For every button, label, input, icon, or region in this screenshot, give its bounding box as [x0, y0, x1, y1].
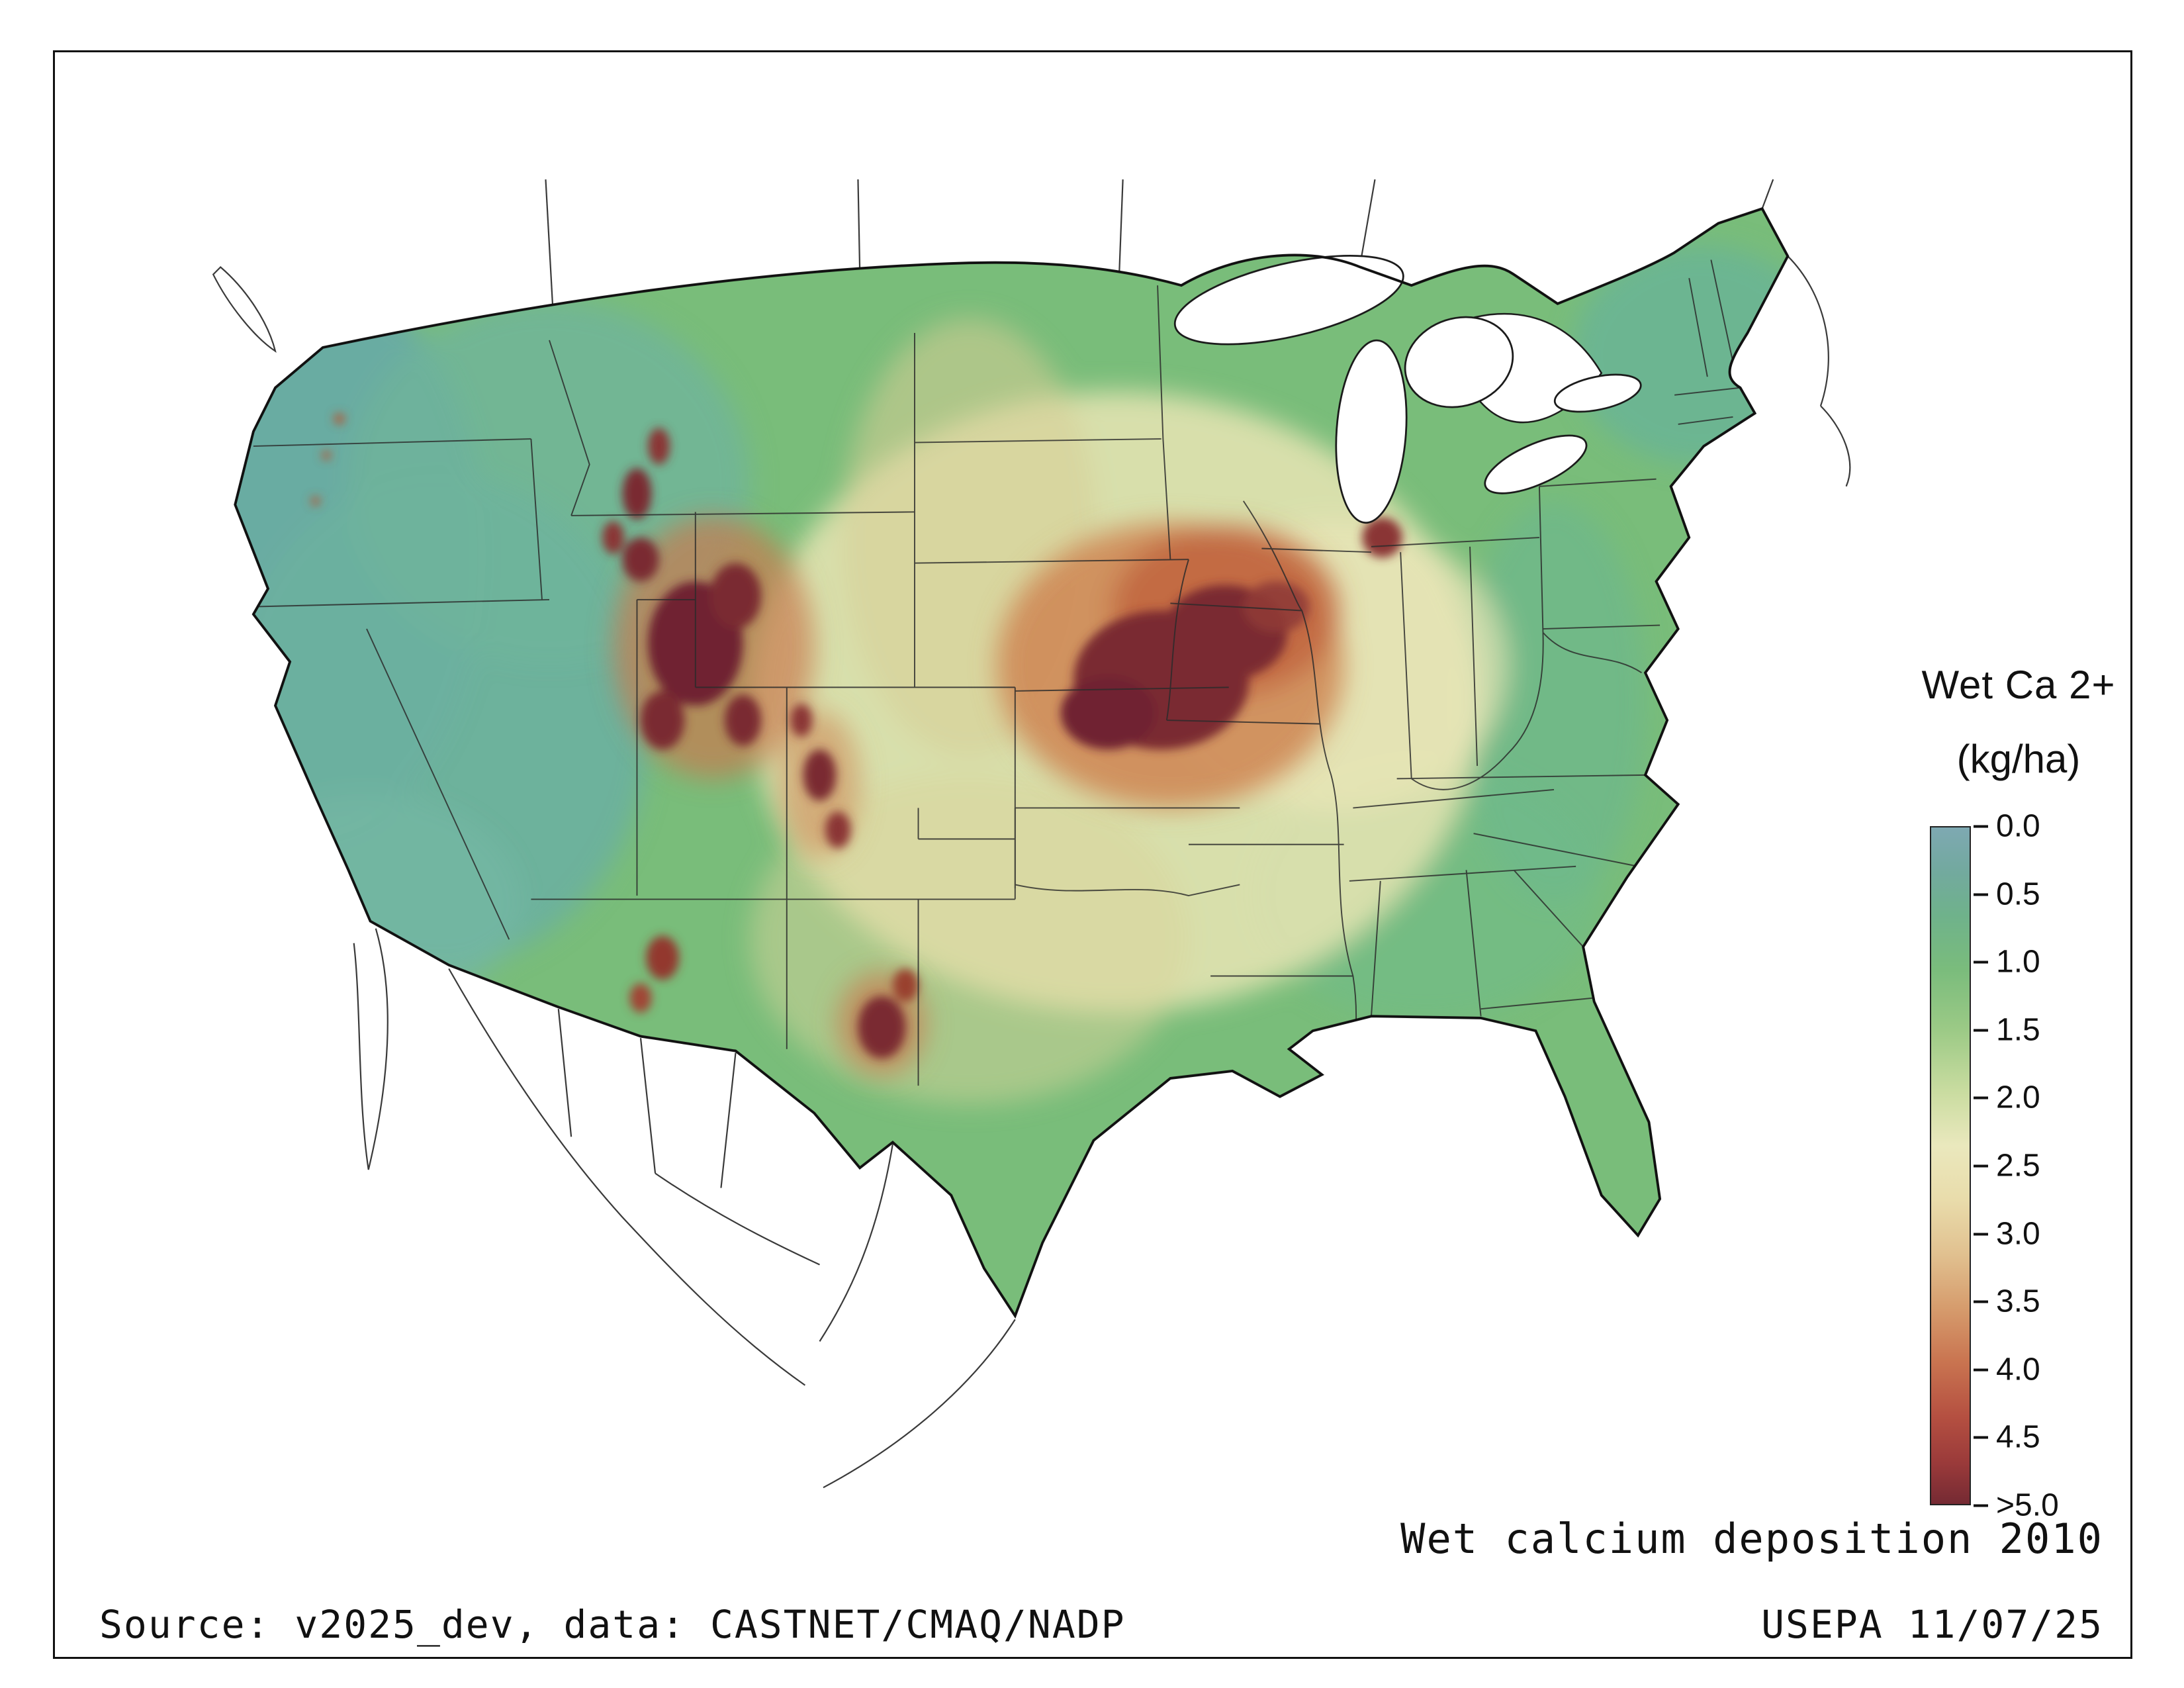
colorbar-tick: 4.0: [1974, 1352, 2040, 1388]
colorbar-tick: 2.5: [1974, 1148, 2040, 1184]
hotspot-blobs: [310, 413, 1402, 1058]
tick-label: 0.0: [1996, 808, 2040, 844]
tick-mark-icon: [1974, 1368, 1988, 1371]
map-title: Wet calcium deposition 2010: [1400, 1515, 2103, 1563]
tick-mark-icon: [1974, 1233, 1988, 1235]
figure-border: [53, 50, 2132, 1659]
tick-label: 4.0: [1996, 1352, 2040, 1387]
tick-mark-icon: [1974, 1504, 1988, 1507]
us-outline: [234, 207, 1790, 1319]
tick-mark-icon: [1974, 893, 1988, 896]
legend-title: Wet Ca 2+: [1921, 663, 2116, 707]
tick-mark-icon: [1974, 1300, 1988, 1303]
colorbar-tick: 3.5: [1974, 1284, 2040, 1320]
tick-label: 0.5: [1996, 876, 2040, 912]
tick-label: 2.0: [1996, 1080, 2040, 1115]
tick-label: 2.5: [1996, 1148, 2040, 1184]
colorbar-tick: 2.0: [1974, 1080, 2040, 1116]
tick-label: 3.0: [1996, 1216, 2040, 1252]
colorbar-tick: >5.0: [1974, 1487, 2059, 1524]
colorbar-tick: 1.5: [1974, 1012, 2040, 1049]
colorbar-tick: 1.0: [1974, 944, 2040, 980]
state-borders: [242, 259, 1741, 1086]
footer-source: Source: v2025_dev, data: CASTNET/CMAQ/NA…: [99, 1602, 1126, 1647]
colorbar-tick: 3.0: [1974, 1216, 2040, 1252]
tick-mark-icon: [1974, 1164, 1988, 1167]
tick-label: >5.0: [1996, 1487, 2059, 1523]
tick-label: 3.5: [1996, 1284, 2040, 1319]
colorbar-tick: 0.5: [1974, 876, 2040, 913]
tick-label: 1.0: [1996, 944, 2040, 980]
tick-label: 4.5: [1996, 1419, 2040, 1455]
tick-mark-icon: [1974, 1029, 1988, 1031]
deposition-field: [235, 209, 1788, 1316]
tick-mark-icon: [1974, 825, 1988, 827]
great-lakes: [1173, 254, 1642, 524]
tick-mark-icon: [1974, 1436, 1988, 1438]
colorbar: [1930, 826, 1971, 1505]
colorbar-tick: 0.0: [1974, 808, 2040, 845]
colorbar-tick: 4.5: [1974, 1419, 2040, 1456]
neighbor-borders: [212, 179, 1851, 1489]
tick-mark-icon: [1974, 1096, 1988, 1099]
us-deposition-map: [212, 179, 1851, 1489]
legend-units: (kg/ha): [1956, 737, 2081, 781]
footer-credit: USEPA 11/07/25: [1761, 1602, 2103, 1647]
tick-label: 1.5: [1996, 1012, 2040, 1048]
tick-mark-icon: [1974, 961, 1988, 963]
